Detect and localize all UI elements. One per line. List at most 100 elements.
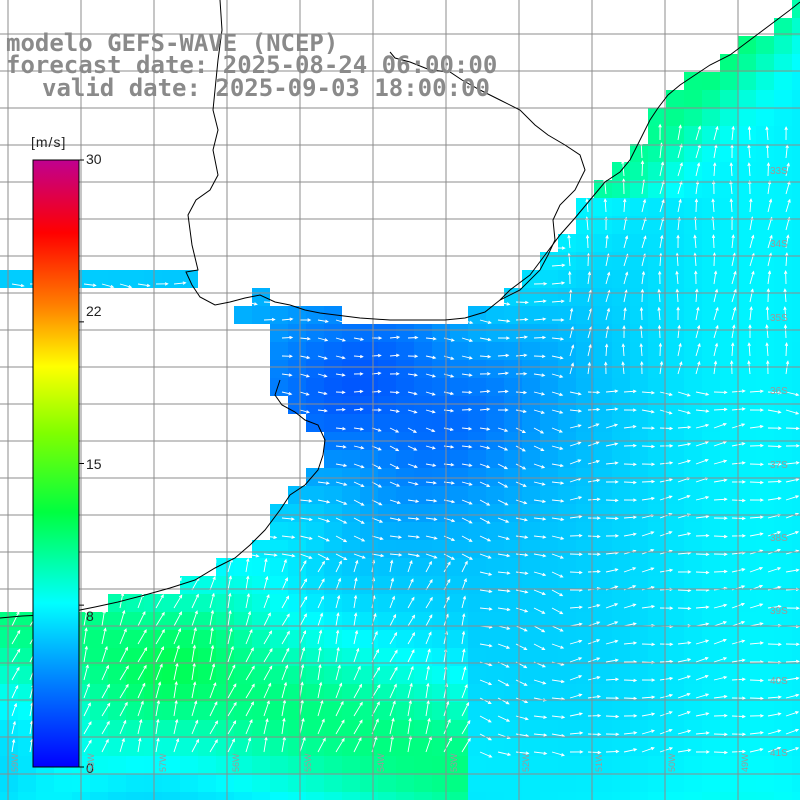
- field-cell: [288, 666, 306, 684]
- wind-arrow: [11, 703, 17, 717]
- field-cell: [108, 630, 126, 648]
- wind-arrow: [227, 683, 237, 699]
- field-cell: [252, 594, 270, 612]
- wind-arrowhead: [768, 252, 773, 257]
- field-cell: [360, 702, 378, 720]
- field-cell: [522, 324, 540, 342]
- wind-arrowhead: [360, 427, 365, 431]
- wind-arrowhead: [651, 444, 656, 449]
- wind-arrowhead: [469, 556, 473, 560]
- wind-arrow: [677, 343, 682, 357]
- field-cell: [630, 684, 648, 702]
- wind-arrow: [695, 732, 709, 735]
- field-cell: [648, 324, 666, 342]
- wind-arrowhead: [614, 658, 619, 663]
- wind-arrow: [748, 361, 751, 375]
- field-cell: [576, 378, 594, 396]
- wind-arrowhead: [122, 609, 126, 614]
- wind-arrow: [83, 283, 96, 286]
- field-cell: [720, 702, 738, 720]
- wind-arrowhead: [525, 751, 530, 755]
- field-cell: [288, 522, 306, 540]
- wind-arrowhead: [603, 198, 607, 203]
- wind-arrow: [641, 696, 655, 699]
- wind-arrowhead: [541, 373, 546, 377]
- wind-arrowhead: [395, 447, 400, 452]
- field-cell: [702, 576, 720, 594]
- field-cell: [756, 486, 774, 504]
- wind-arrow: [605, 390, 618, 393]
- wind-arrowhead: [376, 666, 381, 671]
- field-cell: [666, 198, 684, 216]
- wind-arrow: [605, 424, 618, 429]
- wind-arrow: [461, 614, 465, 627]
- field-cell: [774, 54, 792, 72]
- field-cell: [558, 612, 576, 630]
- wind-arrow: [173, 628, 181, 645]
- field-cell: [450, 630, 468, 648]
- field-cell: [90, 774, 108, 792]
- wind-arrow: [604, 178, 607, 195]
- wind-arrowhead: [156, 718, 160, 723]
- wind-arrow: [515, 535, 528, 538]
- field-cell: [540, 468, 558, 486]
- field-cell: [756, 504, 774, 522]
- field-cell: [234, 306, 252, 324]
- wind-arrowhead: [657, 324, 662, 329]
- field-cell: [558, 342, 576, 360]
- wind-arrow: [83, 740, 92, 753]
- wind-arrow: [281, 631, 290, 645]
- wind-arrow: [533, 463, 545, 469]
- wind-arrow: [173, 595, 183, 609]
- wind-arrow: [784, 289, 787, 303]
- field-cell: [540, 738, 558, 756]
- field-cell: [198, 720, 216, 738]
- wind-arrowhead: [705, 423, 710, 428]
- field-cell: [126, 630, 144, 648]
- wind-arrow: [281, 336, 293, 339]
- wind-arrow: [461, 445, 472, 448]
- wind-arrow: [785, 253, 788, 267]
- wind-arrowhead: [121, 737, 125, 742]
- wind-arrow: [533, 336, 546, 339]
- wind-arrowhead: [488, 572, 493, 576]
- wind-arrowhead: [340, 700, 344, 705]
- wind-arrowhead: [447, 578, 451, 583]
- wind-arrow: [299, 596, 308, 609]
- wind-arrowhead: [506, 571, 511, 575]
- wind-arrowhead: [687, 658, 692, 662]
- wind-arrowhead: [318, 681, 323, 686]
- wind-arrow: [785, 711, 799, 717]
- field-cell: [396, 450, 414, 468]
- field-cell: [738, 666, 756, 684]
- field-cell: [414, 522, 432, 540]
- field-cell: [702, 72, 720, 90]
- field-cell: [720, 756, 738, 774]
- field-cell: [648, 234, 666, 252]
- wind-arrow: [11, 630, 21, 645]
- wind-arrowhead: [570, 344, 575, 349]
- field-cell: [684, 360, 702, 378]
- wind-arrowhead: [570, 362, 575, 367]
- field-cell: [756, 54, 774, 72]
- wind-arrowhead: [429, 579, 433, 583]
- wind-arrowhead: [711, 198, 715, 203]
- wind-arrowhead: [468, 501, 473, 505]
- wind-arrow: [209, 663, 215, 681]
- field-cell: [720, 378, 738, 396]
- wind-arrowhead: [747, 125, 752, 130]
- wind-arrow: [317, 517, 330, 523]
- wind-arrowhead: [320, 595, 324, 600]
- field-cell: [378, 630, 396, 648]
- wind-arrowhead: [321, 560, 325, 565]
- field-cell: [342, 738, 360, 756]
- field-cell: [540, 720, 558, 738]
- field-cell: [684, 684, 702, 702]
- wind-arrowhead: [307, 318, 312, 322]
- wind-arrowhead: [542, 517, 547, 521]
- field-cell: [774, 36, 792, 54]
- field-cell: [576, 522, 594, 540]
- field-cell: [576, 594, 594, 612]
- wind-arrow: [749, 679, 763, 682]
- wind-arrowhead: [105, 738, 109, 743]
